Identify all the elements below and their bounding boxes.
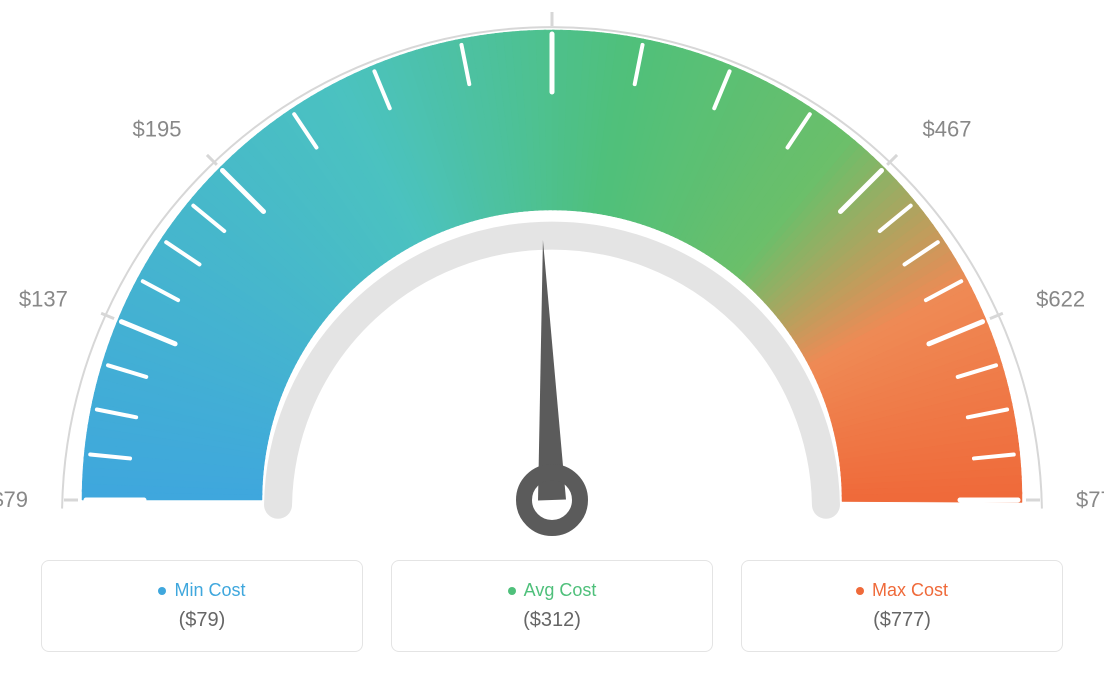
legend-label: Min Cost bbox=[174, 580, 245, 601]
svg-text:$137: $137 bbox=[19, 286, 68, 311]
dot-icon bbox=[158, 587, 166, 595]
legend-label: Avg Cost bbox=[524, 580, 597, 601]
legend-card-max: Max Cost ($777) bbox=[741, 560, 1063, 652]
legend-title-min: Min Cost bbox=[158, 580, 245, 601]
legend-value-min: ($79) bbox=[179, 609, 226, 632]
dot-icon bbox=[856, 587, 864, 595]
svg-text:$195: $195 bbox=[133, 116, 182, 141]
legend-title-avg: Avg Cost bbox=[508, 580, 597, 601]
dot-icon bbox=[508, 587, 516, 595]
svg-text:$467: $467 bbox=[923, 116, 972, 141]
legend-card-avg: Avg Cost ($312) bbox=[391, 560, 713, 652]
legend-value-max: ($777) bbox=[873, 609, 931, 632]
svg-text:$777: $777 bbox=[1076, 487, 1104, 512]
legend-label: Max Cost bbox=[872, 580, 948, 601]
svg-text:$622: $622 bbox=[1036, 286, 1085, 311]
legend-title-max: Max Cost bbox=[856, 580, 948, 601]
legend-row: Min Cost ($79) Avg Cost ($312) Max Cost … bbox=[0, 560, 1104, 652]
gauge-chart: $79$137$195$312$467$622$777 bbox=[0, 0, 1104, 560]
legend-value-avg: ($312) bbox=[523, 609, 581, 632]
legend-card-min: Min Cost ($79) bbox=[41, 560, 363, 652]
svg-text:$79: $79 bbox=[0, 487, 28, 512]
gauge-svg: $79$137$195$312$467$622$777 bbox=[0, 0, 1104, 560]
